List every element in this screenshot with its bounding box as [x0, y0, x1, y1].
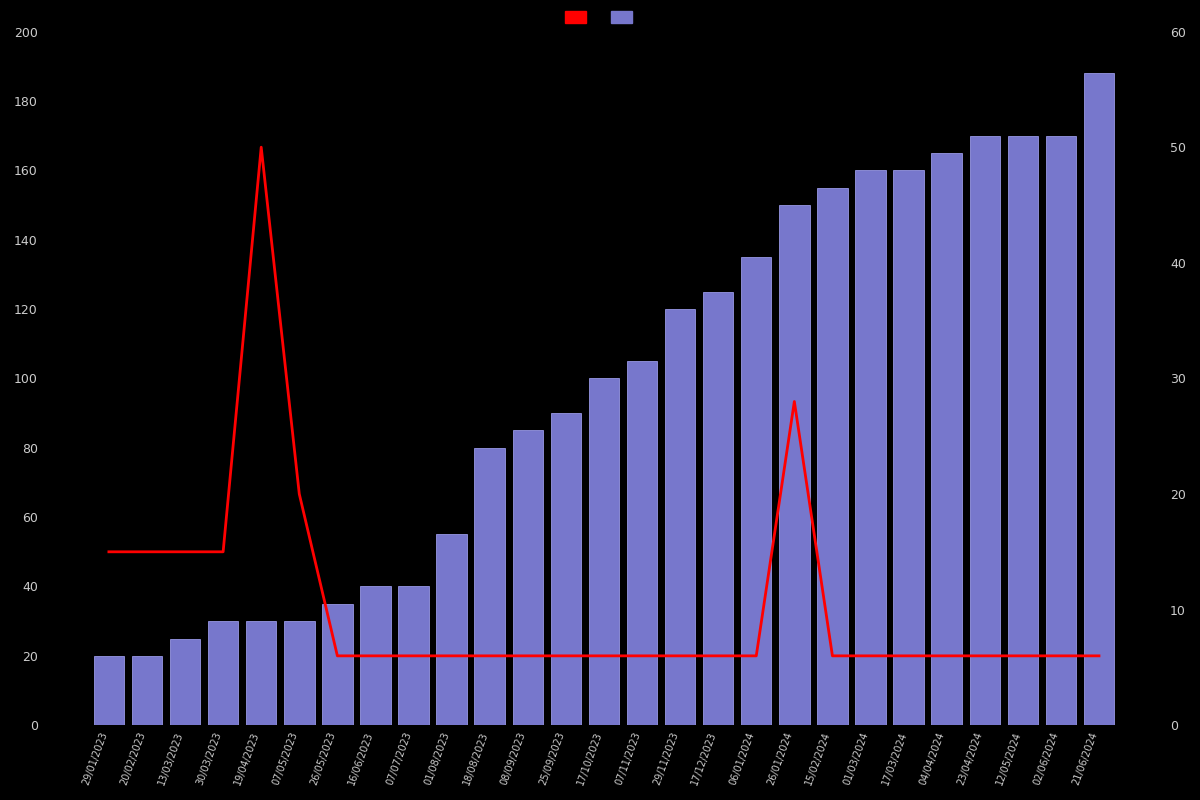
Bar [817, 188, 847, 726]
Bar [132, 656, 162, 726]
Bar [856, 170, 886, 726]
Bar [665, 309, 695, 726]
Legend: , : , [565, 10, 643, 25]
Bar [589, 378, 619, 726]
Bar [360, 586, 391, 726]
Bar [703, 292, 733, 726]
Bar [512, 430, 544, 726]
Bar [551, 413, 581, 726]
Bar [437, 534, 467, 726]
Bar [742, 257, 772, 726]
Bar [893, 170, 924, 726]
Bar [970, 136, 1000, 726]
Bar [246, 621, 276, 726]
Bar [322, 604, 353, 726]
Bar [626, 361, 658, 726]
Bar [170, 638, 200, 726]
Bar [931, 153, 962, 726]
Bar [1084, 74, 1115, 726]
Bar [1045, 136, 1076, 726]
Bar [474, 448, 505, 726]
Bar [1008, 136, 1038, 726]
Bar [398, 586, 428, 726]
Bar [779, 205, 810, 726]
Bar [208, 621, 239, 726]
Bar [284, 621, 314, 726]
Bar [94, 656, 124, 726]
